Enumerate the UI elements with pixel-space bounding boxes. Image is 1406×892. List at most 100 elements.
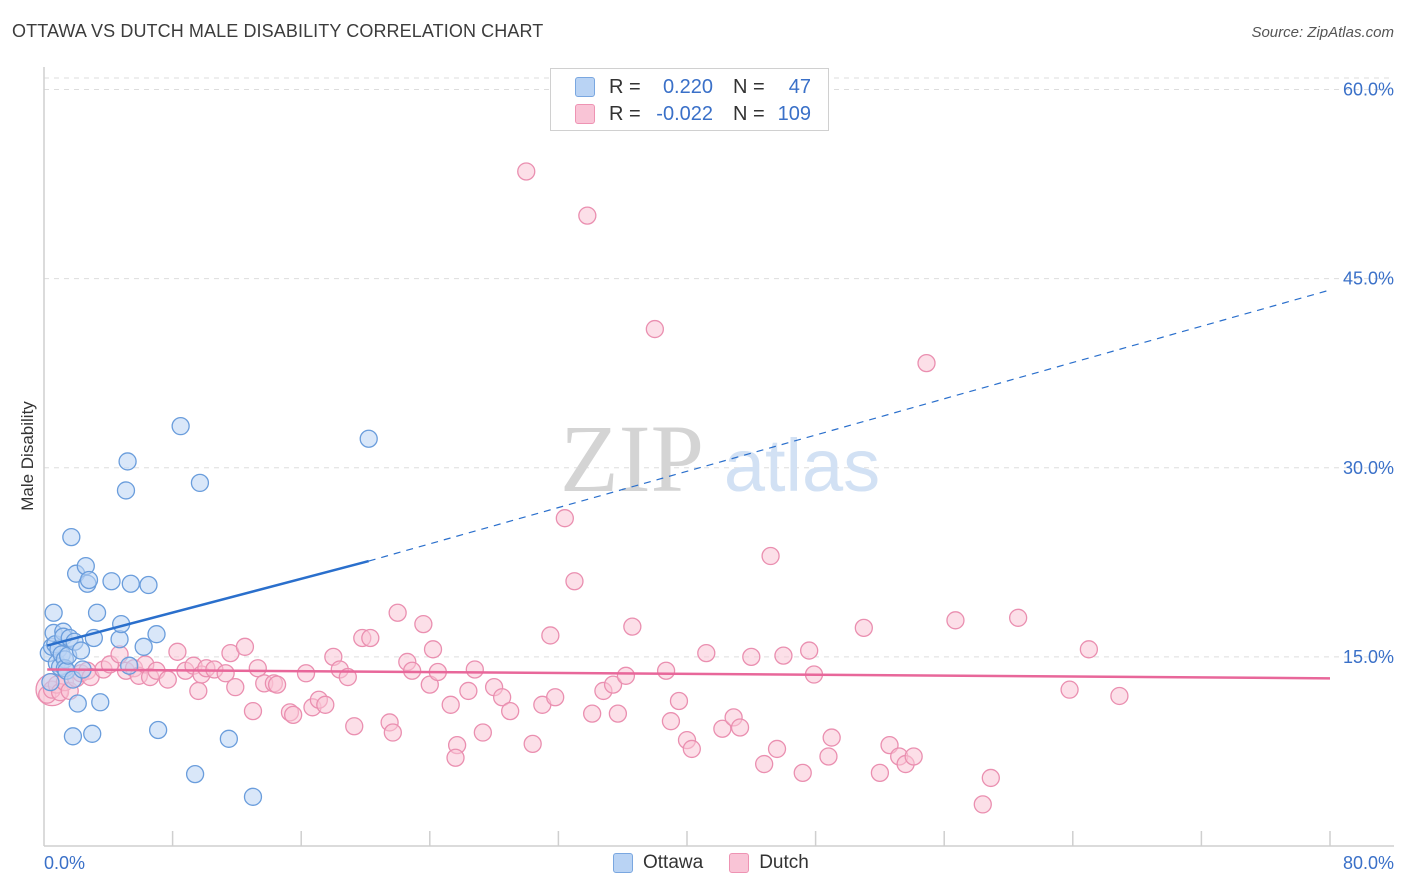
y-tick-label: 45.0% [1343, 269, 1394, 289]
n-value: 109 [777, 102, 811, 125]
dutch-point [822, 728, 841, 747]
dutch-point [446, 748, 465, 767]
dutch-point [465, 660, 484, 679]
dutch-point [793, 763, 812, 783]
dutch-point [189, 681, 208, 701]
dutch-point [345, 717, 364, 736]
watermark: ZIP atlas [560, 405, 880, 512]
dutch-point [1008, 608, 1028, 627]
grid-lines [44, 77, 1394, 658]
ottawa-point [190, 473, 210, 493]
dutch-point [473, 723, 492, 742]
ottawa-point [139, 575, 158, 595]
ottawa-point [243, 787, 263, 806]
dutch-point [656, 661, 676, 680]
ottawa-point [116, 481, 136, 500]
ottawa-point [91, 693, 110, 712]
dutch-point [243, 701, 263, 721]
dutch-point [973, 795, 992, 814]
ottawa-point [219, 729, 239, 748]
source-label: Source: ZipAtlas.com [1251, 24, 1394, 41]
dutch-point [235, 637, 255, 656]
dutch-point [414, 614, 433, 634]
ottawa-point [120, 656, 139, 675]
legend-item-dutch: Dutch [729, 852, 809, 874]
series-legend: Ottawa Dutch [613, 852, 835, 874]
x-ticks [171, 831, 1331, 846]
ottawa-point [71, 641, 91, 660]
axes [43, 67, 1394, 847]
ottawa-point [79, 570, 99, 590]
ottawa-swatch [575, 77, 595, 97]
dutch-point [565, 572, 584, 591]
dutch-point [917, 353, 936, 373]
dutch-point [854, 618, 873, 638]
y-tick-label: 30.0% [1343, 458, 1394, 478]
dutch-point [645, 319, 664, 339]
dutch-point [492, 688, 512, 707]
ottawa-point [134, 637, 153, 656]
ottawa-point [83, 724, 102, 743]
dutch-point [819, 747, 838, 766]
x-tick-label-min: 0.0% [44, 853, 85, 873]
dutch-legend-swatch [729, 853, 750, 873]
dutch-legend-label: Dutch [759, 852, 809, 873]
r-value: -0.022 [656, 102, 713, 125]
dutch-point [523, 734, 542, 754]
dutch-point [603, 675, 623, 694]
y-tick-labels: 15.0% 30.0% 45.0% 60.0% [1343, 80, 1394, 667]
chart-title: OTTAWA VS DUTCH MALE DISABILITY CORRELAT… [12, 21, 544, 41]
ottawa-series [39, 417, 378, 806]
n-label: N = [733, 75, 765, 98]
trend-lines [46, 289, 1331, 680]
dutch-point [800, 641, 819, 660]
dutch-point [501, 701, 520, 721]
dutch-point [423, 640, 443, 659]
r-value: 0.220 [662, 75, 713, 98]
ottawa-point [171, 417, 190, 436]
n-label: N = [733, 102, 765, 125]
dutch-point [168, 642, 187, 661]
y-tick-label: 60.0% [1343, 80, 1394, 100]
ottawa-trend-extension [368, 289, 1331, 562]
legend-row-dutch: R = -0.022 N = 109 [575, 102, 811, 126]
ottawa-trend-line [46, 559, 370, 647]
dutch-point [682, 739, 701, 759]
dutch-point [441, 695, 460, 714]
legend-row-ottawa: R = 0.220 N = 47 [575, 75, 811, 99]
ottawa-point [118, 452, 137, 471]
r-label: R = [609, 75, 641, 98]
ottawa-point [68, 694, 87, 713]
dutch-point [661, 712, 681, 731]
dutch-point [904, 747, 923, 766]
correlation-legend: R = 0.220 N = 47 R = -0.022 N = 109 [550, 68, 829, 131]
dutch-point [296, 664, 316, 683]
dutch-point [383, 723, 402, 742]
dutch-point [870, 763, 890, 783]
dutch-point [284, 705, 303, 725]
dutch-point [767, 739, 787, 759]
ottawa-point [41, 672, 60, 692]
dutch-point [541, 626, 560, 645]
dutch-point [583, 704, 602, 723]
ottawa-point [44, 603, 63, 622]
ottawa-point [359, 429, 378, 448]
dutch-trend-line [47, 668, 1331, 680]
dutch-point [1079, 640, 1099, 659]
ottawa-point [102, 572, 121, 591]
watermark-atlas: atlas [724, 424, 880, 507]
dutch-point [555, 509, 574, 528]
ottawa-point [185, 764, 205, 784]
dutch-point [608, 704, 628, 723]
dutch-point [623, 617, 642, 636]
ottawa-point [63, 727, 83, 746]
dutch-point [774, 646, 793, 665]
dutch-point [946, 611, 965, 630]
dutch-point [697, 643, 716, 663]
legend-item-ottawa: Ottawa [613, 852, 703, 874]
dutch-point [616, 666, 636, 685]
dutch-point [669, 691, 689, 711]
dutch-point [742, 647, 761, 667]
ottawa-point [110, 630, 129, 649]
dutch-point [578, 206, 597, 225]
